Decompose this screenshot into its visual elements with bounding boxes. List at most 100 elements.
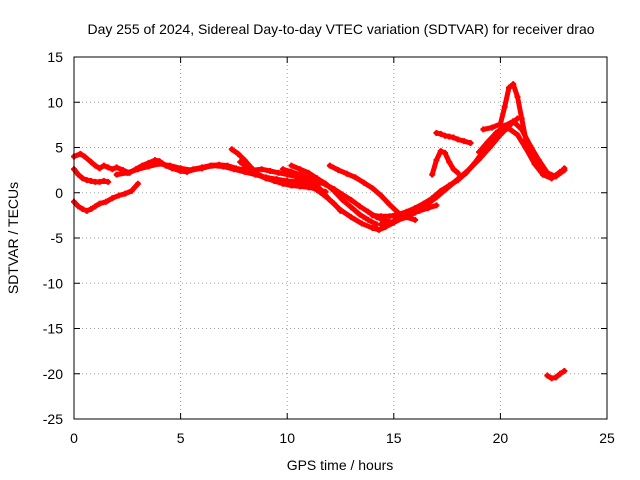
data-point — [412, 205, 419, 212]
data-point — [288, 162, 295, 169]
data-point — [209, 162, 216, 169]
data-point — [92, 162, 99, 169]
data-point — [134, 180, 141, 187]
data-point — [480, 126, 487, 133]
data-point — [429, 195, 436, 202]
data-point — [105, 164, 112, 171]
data-point — [305, 175, 312, 182]
data-point — [527, 142, 534, 149]
data-point — [128, 187, 135, 194]
data-point — [75, 171, 82, 178]
data-point — [134, 166, 141, 173]
data-point — [109, 195, 116, 202]
data-point — [510, 81, 517, 88]
data-point — [360, 179, 367, 186]
data-point — [561, 368, 568, 375]
data-point — [331, 187, 338, 194]
series-layer — [71, 81, 568, 382]
data-point — [96, 200, 103, 207]
y-tick-label: 15 — [47, 49, 63, 65]
data-point — [113, 171, 120, 178]
data-point — [441, 149, 448, 156]
data-point — [544, 169, 551, 176]
data-point — [356, 211, 363, 218]
data-point — [288, 168, 295, 175]
data-point — [403, 208, 410, 215]
data-point — [514, 93, 521, 100]
data-point — [375, 226, 382, 233]
data-point — [488, 124, 495, 131]
data-point — [454, 169, 461, 176]
data-point — [88, 206, 95, 213]
data-point — [262, 175, 269, 182]
data-point — [96, 165, 103, 172]
data-point — [497, 120, 504, 127]
data-point — [486, 144, 493, 151]
data-point — [326, 162, 333, 169]
data-point — [279, 177, 286, 184]
data-point — [228, 146, 235, 153]
data-point — [369, 212, 376, 219]
data-point — [235, 150, 242, 157]
data-point — [77, 150, 84, 157]
data-point — [296, 166, 303, 173]
data-point — [335, 167, 342, 174]
data-point — [518, 126, 525, 133]
data-point — [412, 216, 419, 223]
x-tick-label: 5 — [177, 430, 185, 446]
data-point — [454, 136, 461, 143]
data-point — [561, 167, 568, 174]
data-point — [450, 134, 457, 141]
data-point — [437, 148, 444, 155]
data-point — [279, 166, 286, 173]
data-point — [540, 171, 547, 178]
data-point — [501, 122, 508, 129]
data-point — [241, 168, 248, 175]
data-point — [305, 169, 312, 176]
data-point — [433, 202, 440, 209]
data-point — [326, 196, 333, 203]
data-point — [230, 166, 237, 173]
chart-title: Day 255 of 2024, Sidereal Day-to-day VTE… — [87, 21, 594, 37]
y-tick-label: -15 — [43, 321, 63, 337]
data-point — [337, 206, 344, 213]
data-point — [145, 163, 152, 170]
data-point — [378, 192, 385, 199]
data-point — [505, 84, 512, 91]
data-point — [339, 196, 346, 203]
data-point — [365, 216, 372, 223]
data-point — [109, 166, 116, 173]
data-point — [296, 180, 303, 187]
tick-labels: 0 5 10 15 20 25 -25 -20 -15 -10 -5 0 5 10 15 — [43, 49, 615, 446]
series-arc-3 — [71, 181, 141, 214]
data-point — [314, 175, 321, 182]
data-point — [433, 157, 440, 164]
data-point — [100, 162, 107, 169]
x-tick-label: 0 — [70, 430, 78, 446]
axis-ticks — [73, 56, 608, 420]
data-point — [352, 174, 359, 181]
data-point — [102, 198, 109, 205]
data-point — [177, 165, 184, 172]
data-point — [166, 162, 173, 169]
data-point — [88, 158, 95, 165]
x-tick-label: 20 — [493, 430, 509, 446]
data-point — [124, 169, 131, 176]
data-point — [497, 131, 504, 138]
y-tick-label: -10 — [43, 275, 63, 291]
data-point — [420, 200, 427, 207]
data-point — [343, 170, 350, 177]
grid — [74, 57, 607, 419]
data-point — [79, 175, 86, 182]
data-point — [156, 160, 163, 167]
data-point — [115, 192, 122, 199]
data-point — [476, 156, 483, 163]
data-point — [552, 374, 559, 381]
data-point — [518, 115, 525, 122]
data-point — [245, 166, 252, 173]
data-point — [305, 182, 312, 189]
data-point — [254, 171, 261, 178]
data-point — [271, 177, 278, 184]
data-point — [454, 177, 461, 184]
